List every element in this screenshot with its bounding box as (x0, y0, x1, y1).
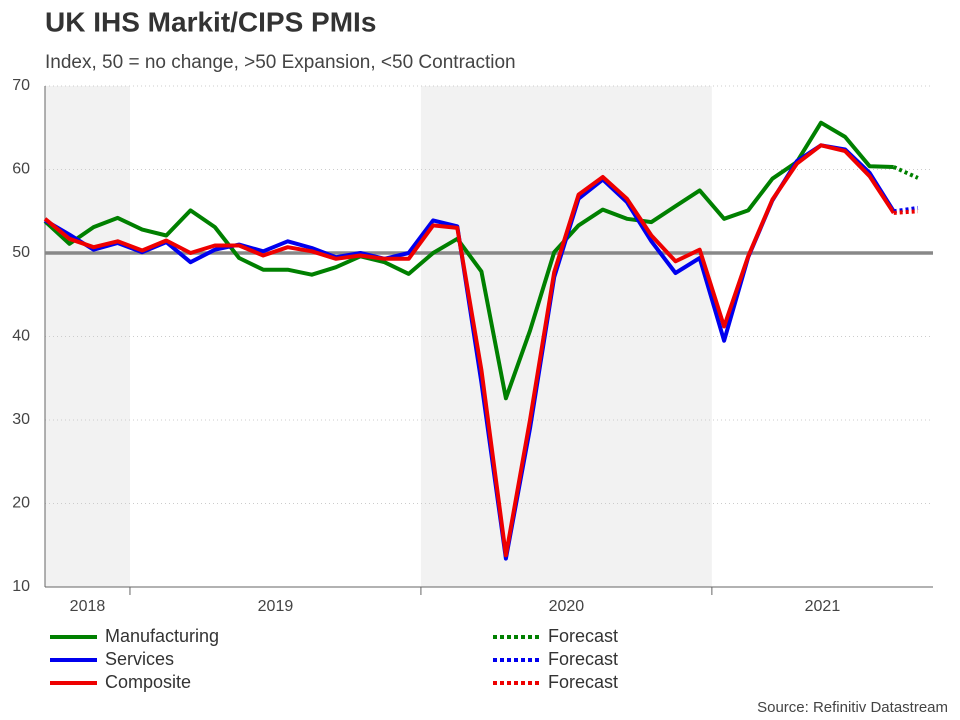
series-line (893, 209, 919, 215)
legend-label: Manufacturing (105, 626, 219, 646)
series-line (43, 120, 894, 401)
legend-label: Forecast (548, 672, 618, 692)
series-line (893, 205, 919, 214)
legend-label: Services (105, 649, 174, 669)
series-line (892, 165, 919, 180)
x-tick-label: 2018 (70, 598, 106, 615)
y-tick-label: 30 (12, 411, 30, 428)
x-tick-label: 2020 (549, 598, 585, 615)
x-tick-label: 2021 (805, 598, 841, 615)
legend-label: Composite (105, 672, 191, 692)
source: Source: Refinitiv Datastream (757, 699, 948, 716)
y-tick-label: 10 (12, 578, 30, 595)
y-tick-label: 20 (12, 495, 30, 512)
shaded-year (45, 86, 130, 587)
y-tick-label: 50 (12, 244, 30, 261)
shaded-year (420, 86, 712, 587)
y-tick-label: 40 (12, 328, 30, 345)
legend-label: Forecast (548, 649, 618, 669)
chart-subtitle: Index, 50 = no change, >50 Expansion, <5… (45, 52, 516, 73)
x-tick-label: 2019 (258, 598, 294, 615)
legend-label: Forecast (548, 626, 618, 646)
series-line (43, 143, 896, 558)
y-tick-label: 70 (12, 77, 30, 94)
y-tick-label: 60 (12, 161, 30, 178)
chart-title: UK IHS Markit/CIPS PMIs (45, 6, 376, 37)
